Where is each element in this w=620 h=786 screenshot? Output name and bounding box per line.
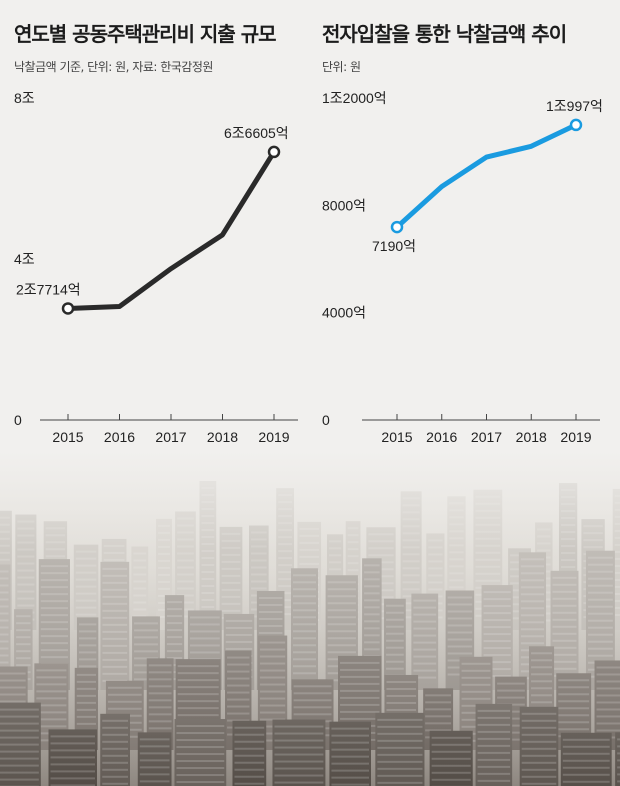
left-y-tick-label: 8조 xyxy=(14,90,35,106)
right-y-tick-label: 0 xyxy=(322,412,330,428)
left-chart-title: 연도별 공동주택관리비 지출 규모 xyxy=(14,22,276,46)
right-data-point xyxy=(569,118,583,132)
right-x-tick-label: 2018 xyxy=(516,429,547,445)
left-x-tick-label: 2016 xyxy=(104,429,135,445)
left-data-point xyxy=(267,145,281,159)
left-y-tick-label: 0 xyxy=(14,412,22,428)
right-x-tick-label: 2016 xyxy=(426,429,457,445)
right-data-point xyxy=(390,220,404,234)
right-chart-title: 전자입찰을 통한 낙찰금액 추이 xyxy=(322,22,567,46)
right-y-tick-label: 1조2000억 xyxy=(322,90,387,106)
right-x-tick-label: 2015 xyxy=(381,429,412,445)
city-skyline-photo xyxy=(0,450,620,786)
right-chart-note: 단위: 원 xyxy=(322,60,361,74)
left-x-tick-label: 2017 xyxy=(155,429,186,445)
left-data-point xyxy=(61,302,75,315)
right-x-tick-label: 2017 xyxy=(471,429,502,445)
right-x-tick-label: 2019 xyxy=(560,429,591,445)
right-y-tick-label: 4000억 xyxy=(322,305,366,321)
left-data-label: 6조6605억 xyxy=(224,125,289,141)
right-chart: 0 4000억 8000억 1조2000억 2015 2016 2017 2018 2019 71… xyxy=(322,90,603,445)
right-data-label: 7190억 xyxy=(372,238,416,254)
left-x-tick-label: 2019 xyxy=(258,429,289,445)
right-series-line xyxy=(394,122,579,230)
left-series-line xyxy=(65,149,277,311)
right-y-tick-label: 8000억 xyxy=(322,197,366,213)
left-x-tick-label: 2018 xyxy=(207,429,238,445)
left-chart-note: 낙찰금액 기준, 단위: 원, 자료: 한국감정원 xyxy=(14,60,213,74)
left-chart: 0 4조 8조 2015 2016 2017 2018 2019 2조7714억 6조6605억 xyxy=(14,90,298,445)
right-data-label: 1조997억 xyxy=(546,98,603,114)
left-x-tick-label: 2015 xyxy=(52,429,83,445)
left-data-label: 2조7714억 xyxy=(16,281,81,297)
left-y-tick-label: 4조 xyxy=(14,251,35,267)
